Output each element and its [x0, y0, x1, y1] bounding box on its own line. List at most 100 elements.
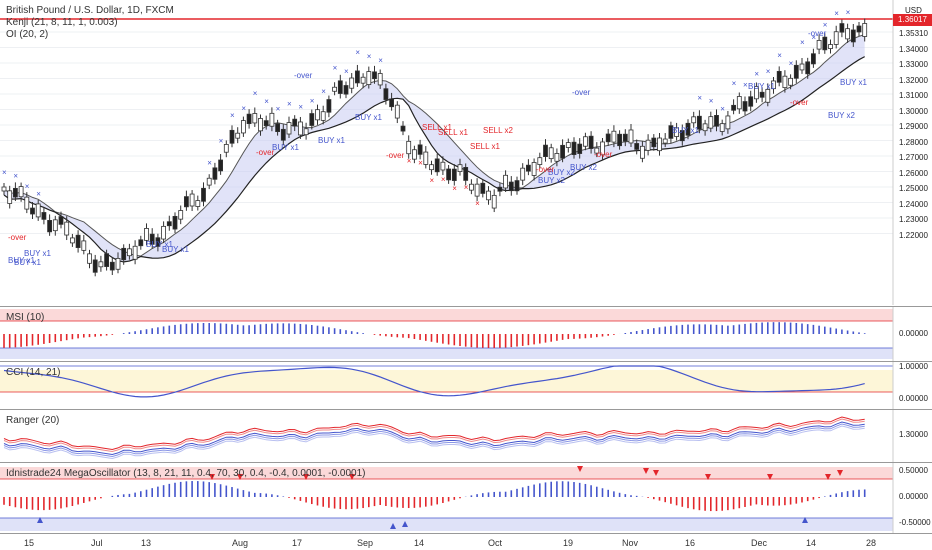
candle-body: [166, 221, 172, 227]
candle-body: [161, 225, 167, 240]
ranger-chart[interactable]: [0, 410, 932, 462]
msi-label[interactable]: MSI (10): [6, 312, 45, 323]
candle-body: [297, 121, 303, 136]
candle-body: [138, 239, 144, 247]
cci-chart[interactable]: [0, 362, 932, 409]
buy-marker: ×: [276, 105, 281, 114]
oi-indicator-label[interactable]: OI (20, 2): [6, 29, 49, 40]
candle-body: [98, 261, 104, 268]
candle-body: [309, 113, 315, 126]
msi-chart[interactable]: [0, 307, 932, 361]
candle-body: [58, 216, 64, 225]
candle-body: [742, 101, 748, 112]
msi-pane[interactable]: MSI (10) 0.00000: [0, 307, 932, 361]
candle-body: [70, 237, 75, 244]
candle-body: [560, 144, 565, 159]
candle-body: [24, 196, 30, 210]
currency-label: USD: [905, 6, 922, 15]
time-axis-label: 14: [806, 538, 817, 548]
time-axis-label: 15: [24, 538, 35, 548]
time-axis-label: Oct: [488, 538, 503, 548]
candle-body: [292, 118, 298, 127]
candle-body: [474, 183, 480, 197]
candle-body: [514, 180, 520, 192]
candle-body: [600, 141, 605, 156]
price-pane[interactable]: × × × × × × × × × × × × × × × × × × × × × × × × × × × × × × × × × × × × × × × ×…: [0, 0, 932, 305]
candle-body: [765, 88, 771, 103]
candle-body: [183, 196, 189, 208]
candle-body: [212, 167, 218, 180]
price-chart[interactable]: × × × × × × × × × × × × × × × × × × × × × × × × × × × × × × × × × × × × × × × ×…: [0, 0, 932, 305]
candle-body: [679, 130, 685, 142]
price-axis-label: 1.35310: [899, 29, 928, 38]
symbol-title: British Pound / U.S. Dollar, 1D, FXCM: [6, 5, 174, 16]
candle-body: [463, 167, 469, 181]
buy-marker: ×: [287, 99, 292, 108]
buy-marker: ×: [378, 56, 383, 65]
mega-oscillator-label[interactable]: Idnistrade24 MegaOscillator (13, 8, 21, …: [6, 468, 366, 479]
buy-marker: ×: [766, 67, 771, 76]
mega-buy-triangle: [802, 517, 808, 523]
mega-zero-label: 0.00000: [899, 492, 928, 501]
sell-marker: ×: [464, 183, 469, 192]
ranger-lower-line-3: [3, 425, 865, 460]
price-axis-label: 1.25000: [899, 184, 928, 193]
candle-body: [862, 23, 868, 37]
candle-body: [828, 44, 833, 49]
mega-sell-triangle: [577, 466, 583, 472]
candle-body: [195, 200, 201, 207]
candle-body: [782, 75, 788, 89]
candle-body: [12, 187, 18, 198]
candle-body: [845, 28, 850, 40]
candle-body: [736, 96, 742, 110]
candle-body: [634, 143, 640, 150]
time-axis-label: 13: [141, 538, 152, 548]
candle-body: [480, 182, 486, 194]
over-signal-label: -over: [790, 98, 809, 107]
time-axis-label: 17: [292, 538, 303, 548]
candle-body: [685, 122, 691, 136]
candle-body: [605, 133, 611, 143]
candle-body: [440, 161, 446, 171]
price-axis-label: 1.28000: [899, 137, 928, 147]
kenji-indicator-label[interactable]: Kenji (21, 8, 11, 1, 0.003): [6, 17, 118, 28]
buy-marker: ×: [207, 159, 212, 168]
candle-body: [657, 137, 662, 152]
candle-body: [35, 203, 41, 218]
ranger-lower-line-2: [3, 423, 865, 458]
candle-body: [748, 96, 754, 107]
buy-marker: ×: [811, 33, 816, 42]
candle-body: [457, 164, 463, 172]
ranger-value-label: 1.30000: [899, 430, 928, 439]
candle-body: [246, 113, 252, 125]
price-axis-label: 1.23000: [899, 215, 928, 224]
mega-oscillator-chart[interactable]: [0, 463, 932, 533]
buy-marker: ×: [25, 182, 30, 191]
buy-signal-label: BUY x2: [548, 168, 576, 177]
candle-body: [839, 23, 845, 33]
candle-body: [719, 123, 725, 132]
candle-body: [645, 139, 651, 151]
over-signal-label: -over: [386, 151, 405, 160]
price-axis-label: 1.29000: [899, 122, 928, 131]
ranger-label[interactable]: Ranger (20): [6, 415, 60, 426]
candle-body: [771, 80, 776, 90]
candle-body: [417, 144, 423, 155]
candle-body: [668, 125, 674, 139]
cci-pane[interactable]: CCI (14, 21) 1.00000 0.00000: [0, 362, 932, 409]
time-axis-label: Sep: [357, 538, 374, 548]
candle-body: [87, 253, 92, 264]
candle-body: [526, 164, 531, 172]
candle-body: [64, 221, 70, 236]
ranger-pane[interactable]: Ranger (20) 1.30000: [0, 410, 932, 462]
candle-body: [776, 70, 782, 83]
candle-body: [121, 247, 127, 261]
candle-body: [617, 133, 622, 147]
candle-body: [434, 158, 440, 173]
over-signal-label: -over: [256, 148, 275, 157]
cci-label[interactable]: CCI (14, 21): [6, 367, 61, 378]
candle-body: [577, 143, 583, 154]
sell-marker: ×: [441, 175, 446, 184]
candle-body: [372, 71, 377, 80]
mega-oscillator-pane[interactable]: Idnistrade24 MegaOscillator (13, 8, 21, …: [0, 463, 932, 533]
